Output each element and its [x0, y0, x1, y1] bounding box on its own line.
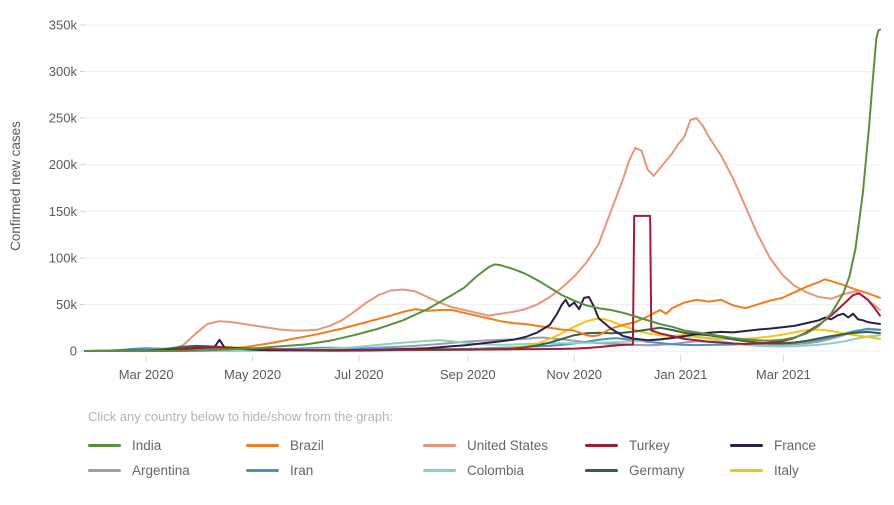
y-tick-label: 0 — [70, 344, 77, 359]
y-tick-label: 100k — [49, 250, 78, 265]
legend-item-iran[interactable]: Iran — [246, 462, 423, 478]
x-tick-label: Mar 2021 — [756, 367, 811, 382]
y-tick-label: 350k — [49, 18, 78, 33]
legend-color-swatch — [88, 444, 121, 448]
series-line-united-states — [84, 117, 881, 352]
series-line-argentina — [84, 327, 881, 352]
legend-color-swatch — [585, 468, 618, 472]
legend-label: United States — [467, 438, 549, 453]
legend-caption: Click any country below to hide/show fro… — [88, 409, 393, 424]
legend-item-turkey[interactable]: Turkey — [585, 439, 730, 453]
y-tick-label: 250k — [49, 111, 78, 126]
legend-color-swatch — [585, 444, 618, 448]
y-tick-label: 200k — [49, 157, 78, 172]
legend-color-swatch — [246, 444, 279, 448]
legend-label: Iran — [290, 462, 314, 478]
legend-color-swatch — [423, 444, 456, 448]
line-chart: 0 50k 100k 150k 200k 250k 300k 350k Mar 2020 May … — [49, 18, 881, 382]
legend-item-germany[interactable]: Germany — [585, 462, 730, 478]
x-tick-label: May 2020 — [224, 367, 281, 382]
legend-items: India Brazil United States Turkey France Arge… — [88, 439, 878, 477]
x-tick-label: Nov 2020 — [546, 367, 602, 382]
legend-color-swatch — [423, 468, 456, 472]
legend-label: India — [132, 438, 162, 453]
legend-label: Italy — [774, 462, 799, 478]
series-line-turkey — [84, 214, 881, 352]
x-tick-label: Sep 2020 — [440, 367, 496, 382]
x-tick-label: Mar 2020 — [119, 367, 174, 382]
x-tick-label: Jan 2021 — [654, 367, 708, 382]
series-line-colombia — [84, 334, 881, 352]
legend-color-swatch — [88, 468, 121, 472]
legend-color-swatch — [730, 468, 763, 472]
legend-item-india[interactable]: India — [88, 439, 246, 453]
series-line-india — [84, 28, 881, 352]
legend-item-france[interactable]: France — [730, 439, 878, 453]
legend-label: Colombia — [467, 462, 525, 478]
legend-label: Argentina — [132, 462, 190, 478]
legend-item-colombia[interactable]: Colombia — [423, 462, 585, 478]
legend-label: Turkey — [629, 438, 670, 453]
y-tick-label: 50k — [56, 297, 77, 312]
legend-color-swatch — [730, 444, 763, 448]
legend-color-swatch — [246, 468, 279, 472]
legend-label: France — [774, 438, 817, 453]
legend-label: Germany — [629, 462, 685, 478]
y-tick-label: 300k — [49, 64, 78, 79]
legend-item-brazil[interactable]: Brazil — [246, 439, 423, 453]
x-tick-label: Jul 2020 — [334, 367, 383, 382]
legend: Click any country below to hide/show fro… — [88, 409, 878, 477]
legend-item-italy[interactable]: Italy — [730, 462, 878, 478]
legend-label: Brazil — [290, 438, 324, 453]
y-tick-label: 150k — [49, 204, 78, 219]
series-line-brazil — [84, 278, 881, 352]
legend-item-argentina[interactable]: Argentina — [88, 462, 246, 478]
legend-item-united-states[interactable]: United States — [423, 439, 585, 453]
